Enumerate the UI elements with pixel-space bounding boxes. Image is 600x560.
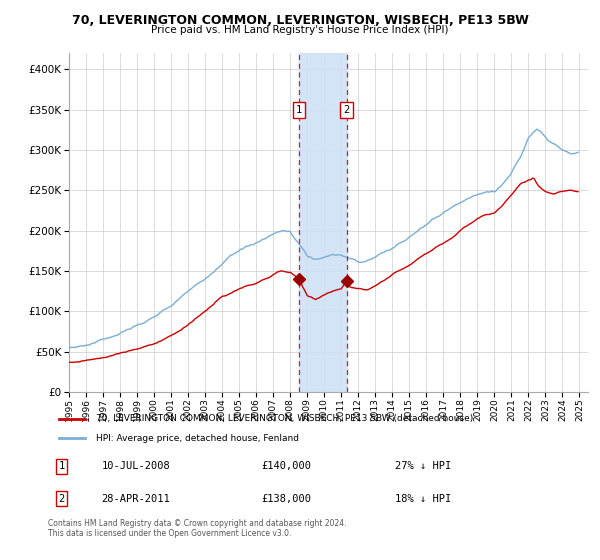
Text: 2: 2 [58,494,64,503]
Text: 1: 1 [58,461,64,471]
Text: HPI: Average price, detached house, Fenland: HPI: Average price, detached house, Fenl… [96,434,299,443]
Text: 27% ↓ HPI: 27% ↓ HPI [395,461,451,471]
Bar [299,53,347,392]
Text: Price paid vs. HM Land Registry's House Price Index (HPI): Price paid vs. HM Land Registry's House … [151,25,449,35]
Text: 70, LEVERINGTON COMMON, LEVERINGTON, WISBECH, PE13 5BW: 70, LEVERINGTON COMMON, LEVERINGTON, WIS… [71,14,529,27]
Text: 1: 1 [296,105,302,115]
Text: £138,000: £138,000 [262,494,311,503]
Text: 2: 2 [344,105,350,115]
Text: 10-JUL-2008: 10-JUL-2008 [101,461,170,471]
Text: 18% ↓ HPI: 18% ↓ HPI [395,494,451,503]
Text: Contains HM Land Registry data © Crown copyright and database right 2024.
This d: Contains HM Land Registry data © Crown c… [48,519,347,538]
Text: 28-APR-2011: 28-APR-2011 [101,494,170,503]
Text: £140,000: £140,000 [262,461,311,471]
Text: 70, LEVERINGTON COMMON, LEVERINGTON, WISBECH, PE13 5BW (detached house): 70, LEVERINGTON COMMON, LEVERINGTON, WIS… [96,414,473,423]
